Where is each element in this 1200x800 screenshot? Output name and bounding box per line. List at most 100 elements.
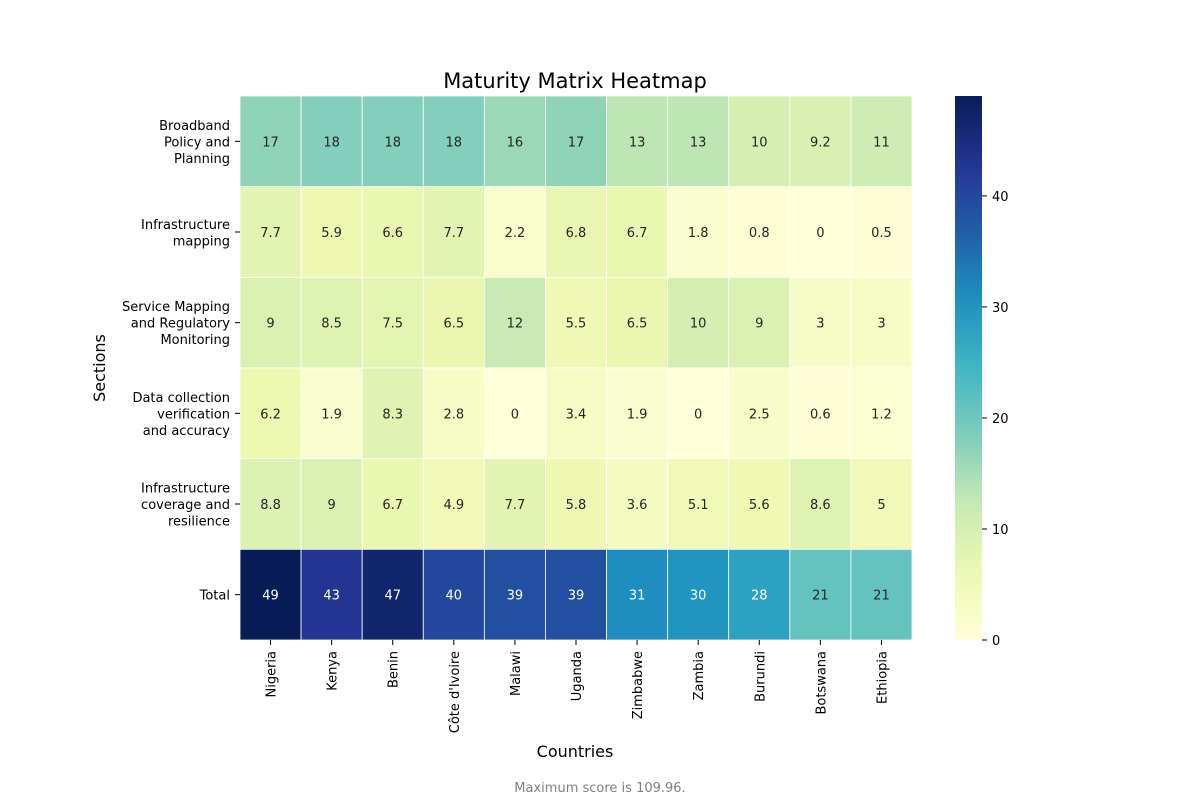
colorbar-ticks: 0 10 20 30 40 xyxy=(982,190,1009,649)
cell-value-label: 1.9 xyxy=(321,407,342,422)
cell-value-label: 6.5 xyxy=(627,317,648,332)
cell-value-label: 21 xyxy=(873,589,890,604)
cell-value-label: 2.2 xyxy=(505,226,526,241)
heatmap-cell xyxy=(728,367,791,460)
x-tick-labels: Nigeria Kenya Benin Côte d'Ivoire Malawi Ugan… xyxy=(265,640,890,733)
heatmap-cell xyxy=(361,367,424,460)
cell-value-label: 7.5 xyxy=(382,317,403,332)
heatmap-cell xyxy=(606,276,669,369)
y-tick-label: Data collection verification and accuracy xyxy=(132,391,230,439)
cell-value-label: 5 xyxy=(877,498,885,513)
heatmap-cell xyxy=(789,95,852,188)
cell-value-label: 6.6 xyxy=(382,226,403,241)
cell-value-label: 39 xyxy=(507,589,524,604)
heatmap-cell xyxy=(483,95,546,188)
cell-value-label: 3.4 xyxy=(566,407,587,422)
heatmap-cell xyxy=(361,458,424,550)
cell-value-label: 8.6 xyxy=(810,498,831,513)
cell-value-label: 13 xyxy=(629,135,646,150)
heatmap-cell xyxy=(545,186,607,278)
colorbar-tick-label: 30 xyxy=(992,301,1009,316)
cell-value-label: 9 xyxy=(266,317,274,332)
cell-value-label: 16 xyxy=(507,135,524,150)
heatmap-cell xyxy=(483,458,546,550)
heatmap-cell xyxy=(545,548,607,641)
heatmap-cell xyxy=(850,367,913,460)
cell-value-label: 3 xyxy=(877,317,885,332)
heatmap-cell xyxy=(300,458,363,550)
cell-value-label: 49 xyxy=(262,589,279,604)
heatmap-cell xyxy=(789,367,852,460)
cell-value-label: 6.2 xyxy=(260,407,281,422)
cell-value-label: 43 xyxy=(323,589,340,604)
cell-value-label: 40 xyxy=(446,589,463,604)
cell-value-label: 12 xyxy=(507,317,524,332)
cell-value-label: 9 xyxy=(755,317,763,332)
cell-value-label: 7.7 xyxy=(505,498,526,513)
cell-value-label: 3 xyxy=(816,317,824,332)
heatmap-cell xyxy=(728,548,791,641)
y-tick-label: Infrastructure mapping xyxy=(141,218,230,250)
cell-value-label: 17 xyxy=(262,135,279,150)
cell-value-label: 17 xyxy=(568,135,585,150)
y-tick-label: Broadband Policy and Planning xyxy=(159,119,230,167)
cell-value-label: 28 xyxy=(751,589,768,604)
cell-value-label: 0 xyxy=(816,226,824,241)
cell-value-label: 6.5 xyxy=(443,317,464,332)
colorbar-tick-label: 40 xyxy=(992,190,1009,205)
heatmap-cell xyxy=(667,95,730,188)
cell-value-label: 30 xyxy=(690,589,707,604)
cell-value-label: 6.8 xyxy=(566,226,587,241)
heatmap-cell xyxy=(422,458,485,550)
heatmap-cell xyxy=(850,276,913,369)
heatmap-cell xyxy=(300,548,363,641)
chart-title: Maturity Matrix Heatmap xyxy=(443,69,707,93)
heatmap-cell xyxy=(361,95,424,188)
cell-value-label: 4.9 xyxy=(443,498,464,513)
y-tick-label: Infrastructure coverage and resilience xyxy=(141,482,230,530)
cell-value-label: 8.5 xyxy=(321,317,342,332)
x-tick-label: Malawi xyxy=(509,651,524,696)
cell-value-label: 5.1 xyxy=(688,498,709,513)
cell-value-label: 18 xyxy=(446,135,463,150)
colorbar-tick-label: 20 xyxy=(992,412,1009,427)
cell-value-label: 18 xyxy=(384,135,401,150)
cell-value-label: 0.5 xyxy=(871,226,892,241)
cell-value-label: 7.7 xyxy=(260,226,281,241)
heatmap-cell xyxy=(850,458,913,550)
cell-value-label: 0 xyxy=(694,407,702,422)
cell-value-label: 6.7 xyxy=(627,226,648,241)
cell-value-label: 9 xyxy=(327,498,335,513)
y-tick-label: Service Mapping and Regulatory Monitoring xyxy=(122,300,230,348)
x-tick-label: Benin xyxy=(387,651,402,688)
heatmap-cell xyxy=(606,367,669,460)
footnote: Maximum score is 109.96. xyxy=(514,781,685,796)
heatmap-cell xyxy=(422,548,485,641)
x-tick-label: Kenya xyxy=(326,651,341,691)
heatmap-cell xyxy=(483,367,546,460)
heatmap-cell xyxy=(545,276,607,369)
cell-value-label: 39 xyxy=(568,589,585,604)
heatmap-cell xyxy=(850,95,913,188)
heatmap-cell xyxy=(545,95,607,188)
cell-value-label: 10 xyxy=(751,135,768,150)
cell-value-label: 1.9 xyxy=(627,407,648,422)
x-tick-label: Côte d'Ivoire xyxy=(448,651,463,733)
cell-value-label: 2.8 xyxy=(443,407,464,422)
cell-value-label: 18 xyxy=(323,135,340,150)
cell-value-label: 47 xyxy=(384,589,401,604)
heatmap-cell xyxy=(789,458,852,550)
heatmap-cell xyxy=(300,95,363,188)
heatmap-cell xyxy=(361,276,424,369)
heatmap-cell xyxy=(300,186,363,278)
x-tick-label: Nigeria xyxy=(265,651,280,698)
x-tick-label: Burundi xyxy=(753,651,768,702)
cell-value-label: 5.6 xyxy=(749,498,770,513)
x-tick-label: Ethiopia xyxy=(875,651,890,704)
heatmap-cell xyxy=(545,367,607,460)
heatmap-cell xyxy=(850,186,913,278)
cell-value-label: 5.9 xyxy=(321,226,342,241)
heatmap-cell xyxy=(789,186,852,278)
heatmap-cell xyxy=(606,458,669,550)
heatmap-cell xyxy=(728,458,791,550)
